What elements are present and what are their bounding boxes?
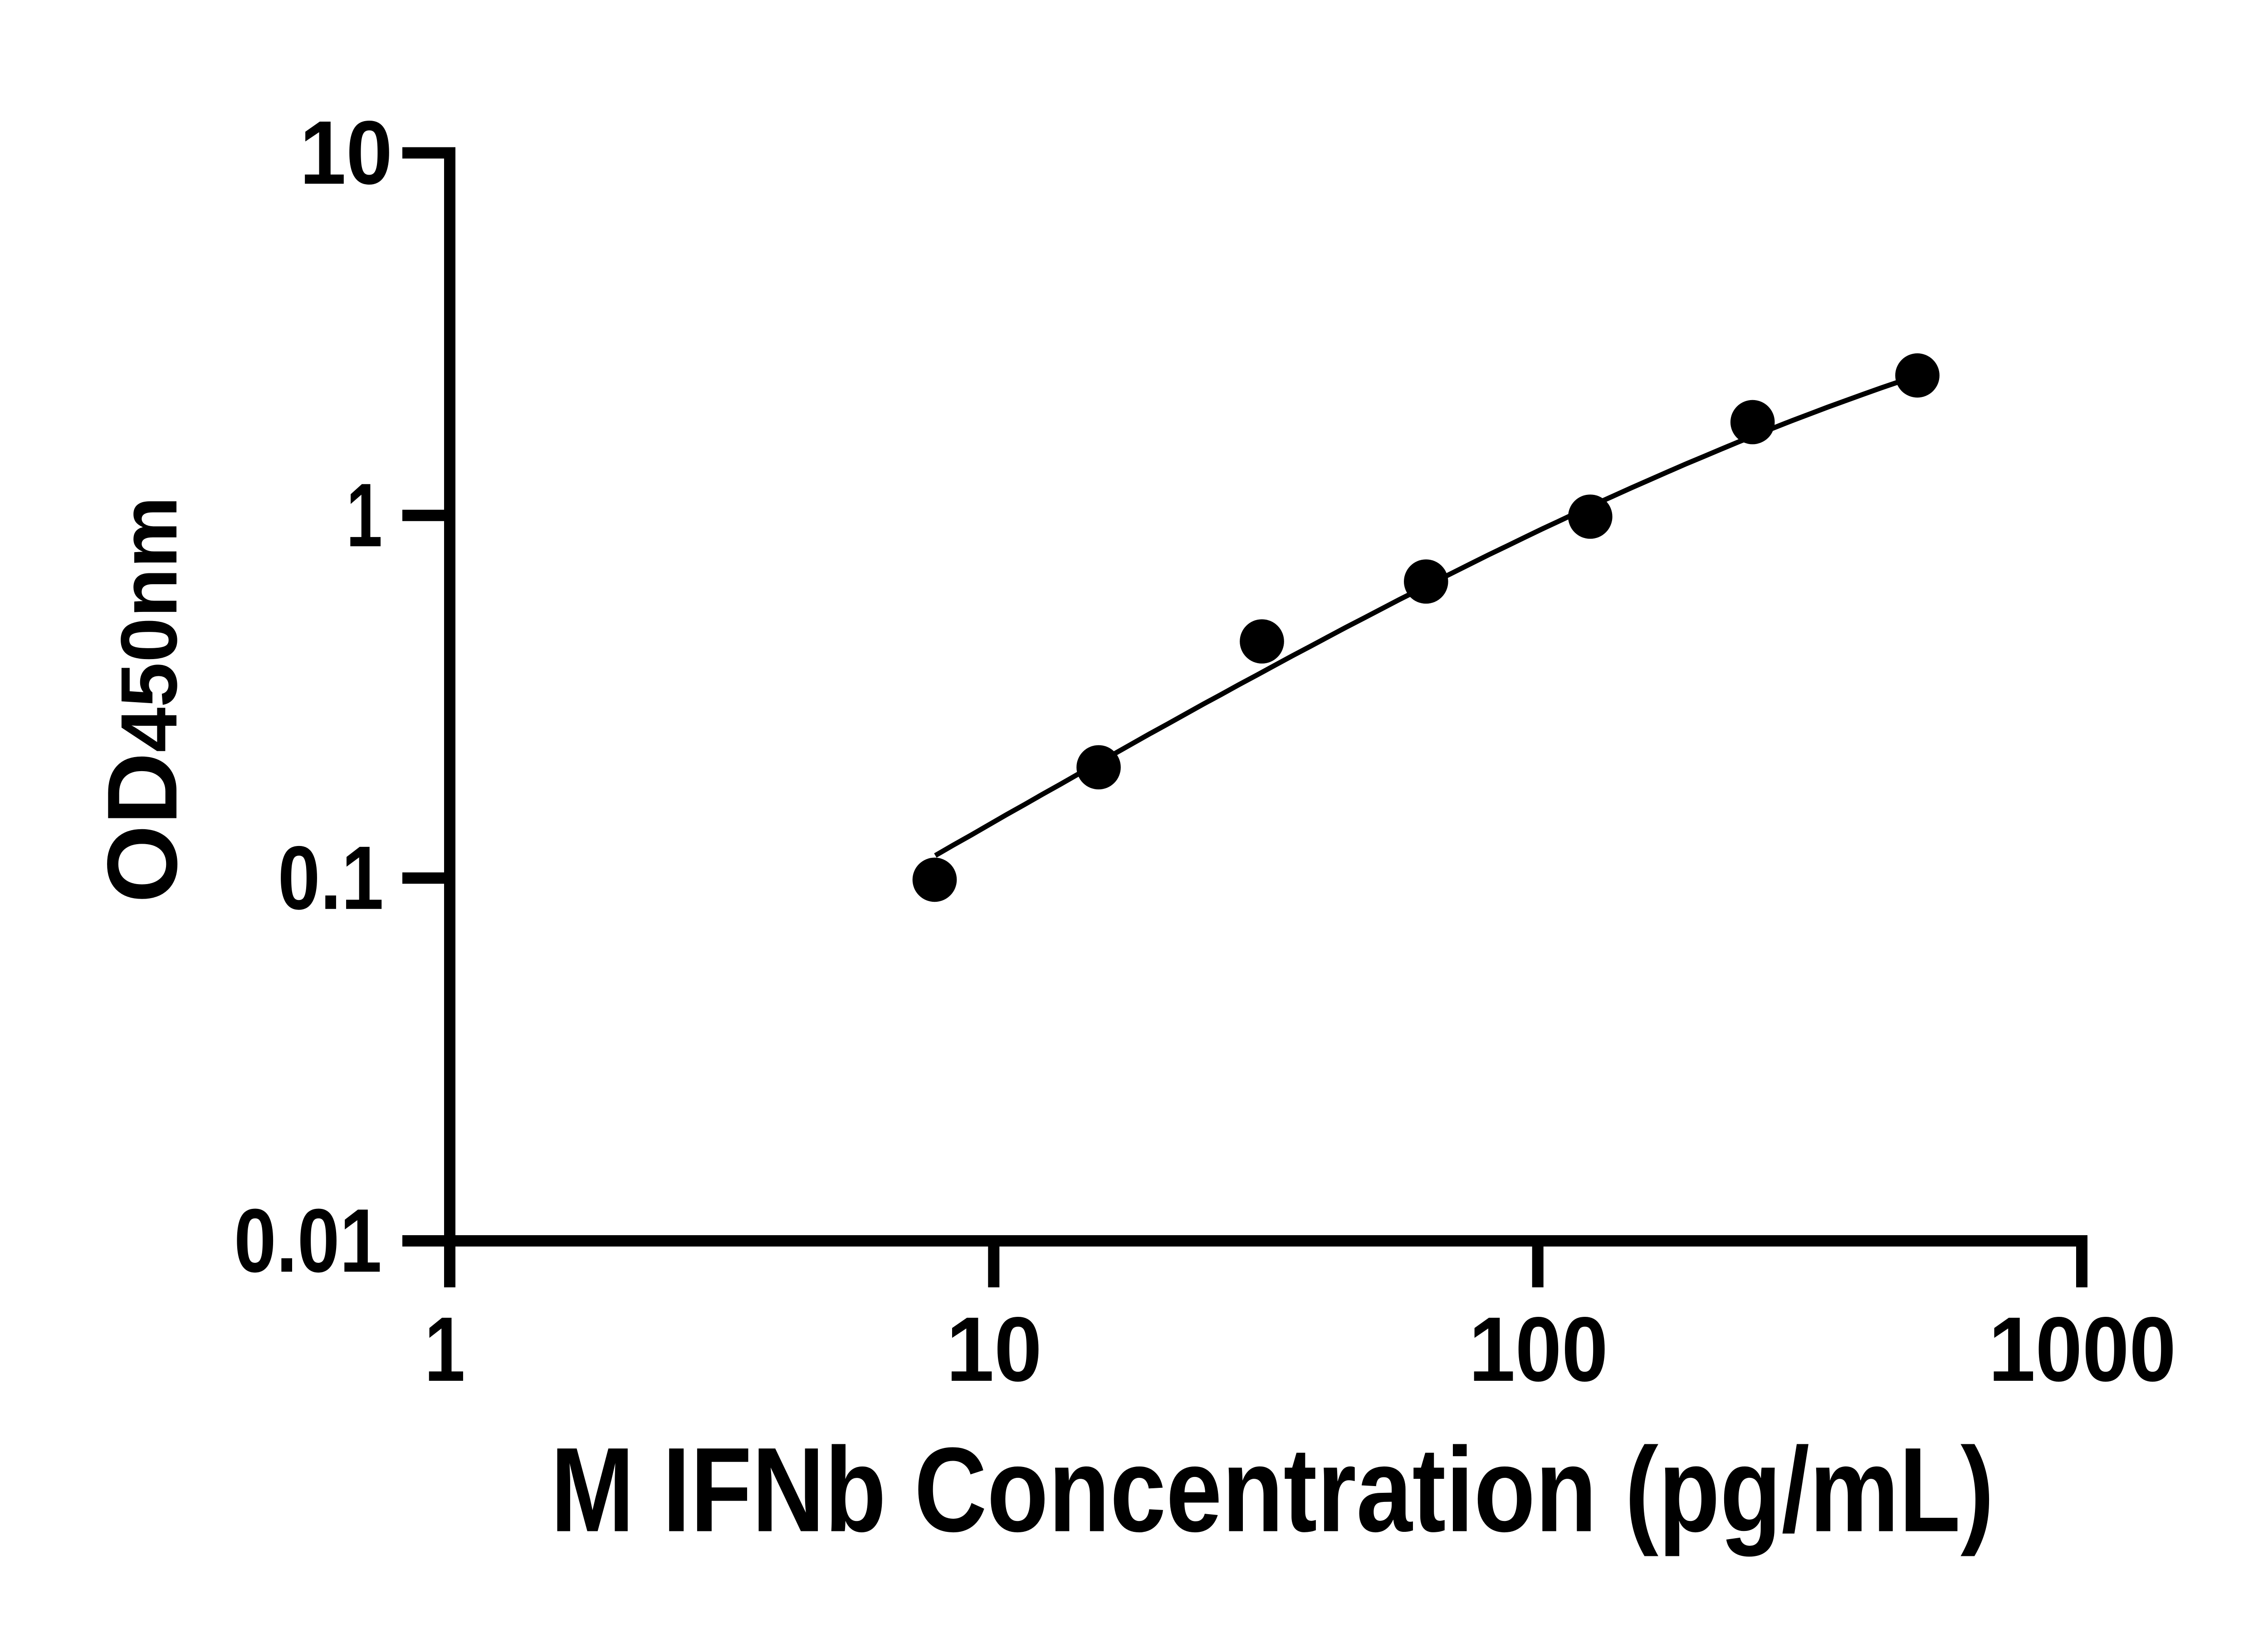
svg-text:1: 1 bbox=[346, 464, 382, 566]
svg-text:10: 10 bbox=[300, 102, 393, 203]
svg-text:0.1: 0.1 bbox=[278, 827, 383, 929]
svg-text:1000: 1000 bbox=[1989, 1298, 2176, 1401]
svg-text:100: 100 bbox=[1469, 1298, 1608, 1400]
svg-text:10: 10 bbox=[946, 1298, 1042, 1401]
svg-text:1: 1 bbox=[425, 1298, 465, 1400]
svg-text:OD450nm: OD450nm bbox=[87, 496, 198, 903]
svg-text:0.01: 0.01 bbox=[234, 1190, 382, 1291]
svg-text:M IFNb Concentration (pg/mL): M IFNb Concentration (pg/mL) bbox=[551, 1423, 1994, 1557]
